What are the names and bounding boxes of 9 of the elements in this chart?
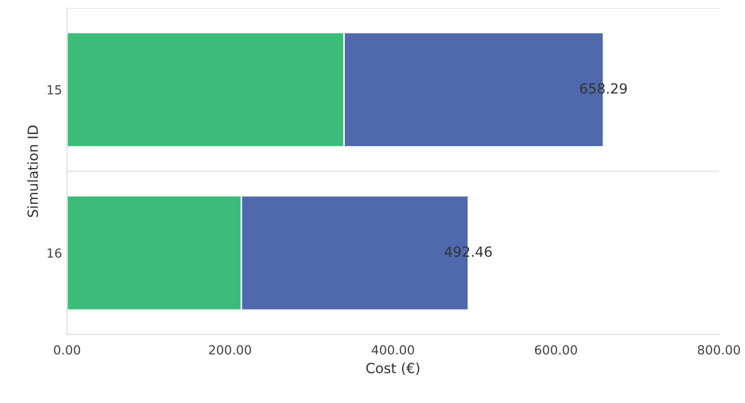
y-tick-label: 15 <box>48 85 62 95</box>
x-axis-title: Cost (€) <box>366 362 420 375</box>
x-tick-label: 200.00 <box>209 345 252 355</box>
x-tick-label: 0.00 <box>54 345 80 355</box>
x-tick-label: 800.00 <box>698 345 740 355</box>
y-axis-title: Simulation ID <box>27 126 38 217</box>
x-tick-label: 400.00 <box>372 345 414 355</box>
y-tick-label: 16 <box>48 248 62 258</box>
x-tick-label: 600.00 <box>534 345 577 355</box>
